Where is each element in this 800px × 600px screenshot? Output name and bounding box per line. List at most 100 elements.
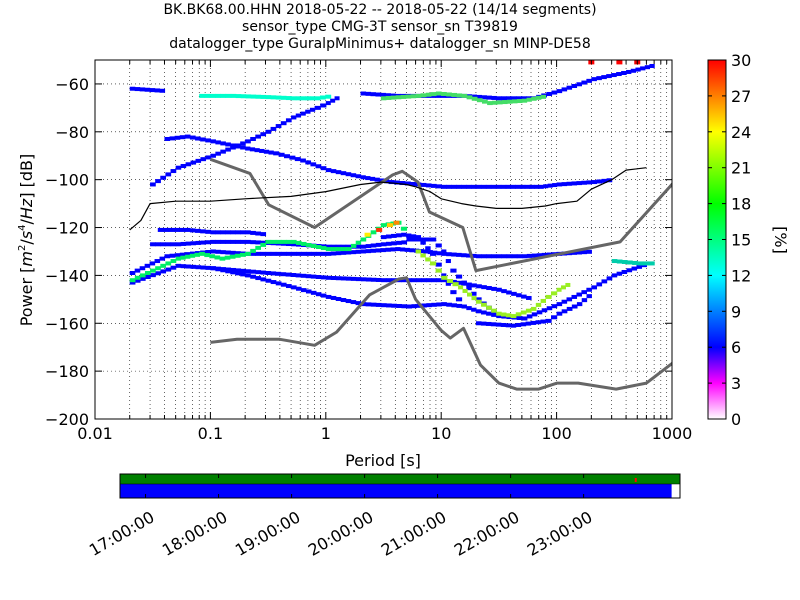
psd-band-4 bbox=[145, 274, 151, 279]
psd-band-9 bbox=[601, 75, 607, 80]
psd-band-0 bbox=[345, 172, 352, 177]
psd-band-13 bbox=[150, 268, 156, 273]
psd-band-9 bbox=[360, 91, 367, 96]
psd-band-14 bbox=[540, 298, 547, 303]
plot-area bbox=[95, 60, 672, 419]
psd-band-0 bbox=[254, 148, 260, 153]
psd-band-5 bbox=[506, 290, 512, 295]
psd-band-1 bbox=[220, 149, 226, 154]
psd-band-6 bbox=[466, 286, 472, 291]
psd-band-14 bbox=[551, 291, 558, 296]
psd-band-13 bbox=[139, 273, 146, 278]
psd-band-15 bbox=[497, 100, 503, 105]
psd-band-2 bbox=[315, 251, 322, 256]
psd-band-4 bbox=[386, 303, 392, 308]
psd-band-10 bbox=[200, 229, 206, 234]
psd-band-5 bbox=[235, 268, 242, 273]
psd-band-12 bbox=[285, 96, 292, 101]
psd-band-2 bbox=[144, 263, 151, 268]
psd-band-0 bbox=[195, 136, 201, 141]
psd-band-9 bbox=[611, 73, 617, 78]
psd-band-4 bbox=[380, 303, 387, 308]
psd-band-6 bbox=[415, 237, 422, 242]
psd-band-2 bbox=[586, 249, 592, 254]
psd-band-4 bbox=[345, 299, 352, 304]
psd-band-7 bbox=[425, 246, 431, 251]
psd-band-16 bbox=[642, 261, 650, 266]
psd-band-8 bbox=[510, 323, 517, 328]
x-tick-label: 1 bbox=[321, 424, 331, 443]
psd-band-12 bbox=[325, 94, 332, 99]
colorbar-tick-label: 30 bbox=[731, 51, 751, 70]
y-tick-label: −160 bbox=[45, 314, 89, 333]
psd-band-3 bbox=[210, 239, 216, 244]
psd-band-0 bbox=[369, 176, 376, 181]
psd-band-12 bbox=[225, 93, 232, 98]
psd-band-4 bbox=[265, 278, 272, 283]
psd-band-3 bbox=[185, 241, 192, 246]
psd-band-10 bbox=[184, 227, 191, 232]
psd-band-16 bbox=[627, 260, 633, 265]
psd-band-13 bbox=[234, 253, 241, 258]
psd-band-0 bbox=[480, 184, 487, 189]
colorbar-tick-label: 15 bbox=[731, 231, 751, 250]
psd-band-0 bbox=[571, 181, 578, 186]
psd-band-5 bbox=[325, 275, 332, 280]
psd-band-5 bbox=[260, 270, 267, 275]
psd-band-0 bbox=[374, 177, 380, 182]
chart-title-line-3: datalogger_type GuralpMinimus+ datalogge… bbox=[169, 36, 591, 52]
psd-band-1 bbox=[291, 115, 297, 120]
psd-band-4 bbox=[441, 302, 447, 307]
psd-band-15 bbox=[526, 97, 532, 102]
psd-band-0 bbox=[520, 184, 526, 189]
psd-band-2 bbox=[285, 251, 292, 256]
psd-band-1 bbox=[295, 113, 302, 118]
psd-band-14 bbox=[481, 302, 487, 307]
psd-band-3 bbox=[375, 242, 382, 247]
psd-band-3 bbox=[345, 244, 352, 249]
psd-band-2 bbox=[446, 252, 452, 257]
psd-band-10 bbox=[163, 227, 170, 232]
psd-band-15 bbox=[420, 93, 427, 98]
psd-band-12 bbox=[240, 94, 247, 99]
psd-band-0 bbox=[189, 135, 196, 140]
psd-band-4 bbox=[406, 304, 413, 309]
psd-band-6 bbox=[501, 314, 508, 319]
psd-band-6 bbox=[496, 314, 502, 319]
psd-band-0 bbox=[451, 184, 457, 189]
psd-band-13 bbox=[260, 242, 267, 247]
psd-band-9 bbox=[380, 92, 386, 97]
psd-band-9 bbox=[546, 91, 553, 96]
y-tick-label: −200 bbox=[45, 410, 89, 429]
psd-band-5 bbox=[275, 271, 282, 276]
psd-band-0 bbox=[601, 178, 608, 183]
psd-band-0 bbox=[259, 148, 265, 153]
psd-band-0 bbox=[383, 179, 390, 184]
psd-band-3 bbox=[195, 240, 202, 245]
psd-band-13 bbox=[400, 226, 408, 231]
noise-model-line-1 bbox=[210, 276, 672, 391]
psd-band-15 bbox=[405, 94, 412, 99]
psd-band-15 bbox=[492, 100, 498, 105]
psd-band-12 bbox=[255, 94, 262, 99]
colorbar-ticks: 0 3 6 9 12 15 18 21 24 27 30 bbox=[708, 51, 751, 429]
psd-band-10 bbox=[205, 229, 211, 234]
psd-band-1 bbox=[250, 136, 256, 141]
psd-band-6 bbox=[531, 312, 538, 317]
psd-band-14 bbox=[530, 306, 537, 311]
psd-band-9 bbox=[476, 94, 482, 99]
psd-band-2 bbox=[291, 251, 297, 256]
psd-band-0 bbox=[543, 184, 549, 189]
psd-band-1 bbox=[314, 105, 321, 110]
psd-band-12 bbox=[309, 96, 316, 101]
timeline-coverage-bar bbox=[120, 474, 680, 484]
psd-band-0 bbox=[576, 181, 583, 186]
psd-band-14 bbox=[491, 308, 497, 313]
psd-band-11 bbox=[159, 88, 166, 93]
psd-band-13 bbox=[175, 256, 181, 261]
psd-band-3 bbox=[230, 239, 236, 244]
psd-band-0 bbox=[538, 184, 544, 189]
psd-band-15 bbox=[380, 96, 387, 101]
psd-band-2 bbox=[159, 256, 166, 261]
psd-band-4 bbox=[190, 264, 197, 269]
